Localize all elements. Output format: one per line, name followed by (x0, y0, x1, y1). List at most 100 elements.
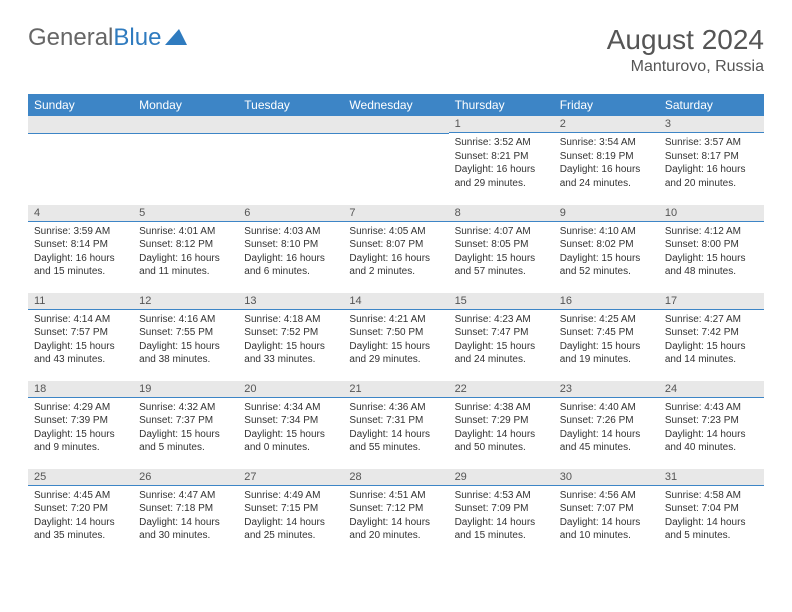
day-details: Sunrise: 4:38 AMSunset: 7:29 PMDaylight:… (449, 398, 554, 458)
calendar-day-cell: 20Sunrise: 4:34 AMSunset: 7:34 PMDayligh… (238, 380, 343, 468)
day-details: Sunrise: 3:52 AMSunset: 8:21 PMDaylight:… (449, 133, 554, 193)
logo-icon (165, 24, 187, 52)
day-number: 3 (659, 116, 764, 133)
calendar-week-row: 25Sunrise: 4:45 AMSunset: 7:20 PMDayligh… (28, 468, 764, 556)
calendar-week-row: 18Sunrise: 4:29 AMSunset: 7:39 PMDayligh… (28, 380, 764, 468)
day-details: Sunrise: 4:25 AMSunset: 7:45 PMDaylight:… (554, 310, 659, 370)
day-details: Sunrise: 4:56 AMSunset: 7:07 PMDaylight:… (554, 486, 659, 546)
calendar-day-cell: 12Sunrise: 4:16 AMSunset: 7:55 PMDayligh… (133, 292, 238, 380)
day-number: 22 (449, 381, 554, 398)
day-details: Sunrise: 4:49 AMSunset: 7:15 PMDaylight:… (238, 486, 343, 546)
day-number: 5 (133, 205, 238, 222)
calendar-day-cell: 1Sunrise: 3:52 AMSunset: 8:21 PMDaylight… (449, 116, 554, 204)
calendar-day-cell: 11Sunrise: 4:14 AMSunset: 7:57 PMDayligh… (28, 292, 133, 380)
calendar-day-cell: 22Sunrise: 4:38 AMSunset: 7:29 PMDayligh… (449, 380, 554, 468)
day-details: Sunrise: 4:27 AMSunset: 7:42 PMDaylight:… (659, 310, 764, 370)
calendar-week-row: 11Sunrise: 4:14 AMSunset: 7:57 PMDayligh… (28, 292, 764, 380)
calendar-day-cell: 29Sunrise: 4:53 AMSunset: 7:09 PMDayligh… (449, 468, 554, 556)
weekday-header: Saturday (659, 94, 764, 116)
calendar-day-cell: 19Sunrise: 4:32 AMSunset: 7:37 PMDayligh… (133, 380, 238, 468)
day-number: 1 (449, 116, 554, 133)
calendar-day-cell: 4Sunrise: 3:59 AMSunset: 8:14 PMDaylight… (28, 204, 133, 292)
calendar-day-cell: 15Sunrise: 4:23 AMSunset: 7:47 PMDayligh… (449, 292, 554, 380)
day-details: Sunrise: 4:07 AMSunset: 8:05 PMDaylight:… (449, 222, 554, 282)
day-number: 15 (449, 293, 554, 310)
day-number: 24 (659, 381, 764, 398)
day-details: Sunrise: 4:16 AMSunset: 7:55 PMDaylight:… (133, 310, 238, 370)
day-details: Sunrise: 4:32 AMSunset: 7:37 PMDaylight:… (133, 398, 238, 458)
day-number: 19 (133, 381, 238, 398)
calendar-week-row: 4Sunrise: 3:59 AMSunset: 8:14 PMDaylight… (28, 204, 764, 292)
day-number: 17 (659, 293, 764, 310)
day-number: 20 (238, 381, 343, 398)
calendar-day-cell: 17Sunrise: 4:27 AMSunset: 7:42 PMDayligh… (659, 292, 764, 380)
day-number: 28 (343, 469, 448, 486)
day-number-empty (133, 116, 238, 134)
weekday-header: Sunday (28, 94, 133, 116)
calendar-day-cell (133, 116, 238, 204)
calendar-header-row: SundayMondayTuesdayWednesdayThursdayFrid… (28, 94, 764, 116)
calendar-day-cell: 21Sunrise: 4:36 AMSunset: 7:31 PMDayligh… (343, 380, 448, 468)
location: Manturovo, Russia (607, 58, 764, 76)
day-details: Sunrise: 4:21 AMSunset: 7:50 PMDaylight:… (343, 310, 448, 370)
calendar-day-cell: 30Sunrise: 4:56 AMSunset: 7:07 PMDayligh… (554, 468, 659, 556)
day-number: 8 (449, 205, 554, 222)
header: General Blue August 2024 Manturovo, Russ… (28, 24, 764, 76)
day-number: 9 (554, 205, 659, 222)
calendar-day-cell: 31Sunrise: 4:58 AMSunset: 7:04 PMDayligh… (659, 468, 764, 556)
calendar-day-cell: 14Sunrise: 4:21 AMSunset: 7:50 PMDayligh… (343, 292, 448, 380)
day-number: 27 (238, 469, 343, 486)
weekday-header: Monday (133, 94, 238, 116)
day-details: Sunrise: 4:29 AMSunset: 7:39 PMDaylight:… (28, 398, 133, 458)
day-details: Sunrise: 4:58 AMSunset: 7:04 PMDaylight:… (659, 486, 764, 546)
calendar-day-cell: 2Sunrise: 3:54 AMSunset: 8:19 PMDaylight… (554, 116, 659, 204)
weekday-header: Friday (554, 94, 659, 116)
calendar-day-cell (238, 116, 343, 204)
calendar-week-row: 1Sunrise: 3:52 AMSunset: 8:21 PMDaylight… (28, 116, 764, 204)
calendar-day-cell: 8Sunrise: 4:07 AMSunset: 8:05 PMDaylight… (449, 204, 554, 292)
logo: General Blue (28, 24, 187, 52)
day-number: 16 (554, 293, 659, 310)
calendar-day-cell: 27Sunrise: 4:49 AMSunset: 7:15 PMDayligh… (238, 468, 343, 556)
calendar-day-cell: 7Sunrise: 4:05 AMSunset: 8:07 PMDaylight… (343, 204, 448, 292)
day-details: Sunrise: 4:47 AMSunset: 7:18 PMDaylight:… (133, 486, 238, 546)
day-number: 12 (133, 293, 238, 310)
day-number: 7 (343, 205, 448, 222)
logo-text-general: General (28, 24, 113, 52)
day-details: Sunrise: 4:51 AMSunset: 7:12 PMDaylight:… (343, 486, 448, 546)
day-number: 13 (238, 293, 343, 310)
day-details: Sunrise: 3:57 AMSunset: 8:17 PMDaylight:… (659, 133, 764, 193)
calendar-day-cell: 26Sunrise: 4:47 AMSunset: 7:18 PMDayligh… (133, 468, 238, 556)
month-title: August 2024 (607, 24, 764, 56)
calendar-day-cell (28, 116, 133, 204)
calendar-table: SundayMondayTuesdayWednesdayThursdayFrid… (28, 94, 764, 557)
day-details: Sunrise: 4:18 AMSunset: 7:52 PMDaylight:… (238, 310, 343, 370)
calendar-body: 1Sunrise: 3:52 AMSunset: 8:21 PMDaylight… (28, 116, 764, 556)
day-details: Sunrise: 4:05 AMSunset: 8:07 PMDaylight:… (343, 222, 448, 282)
day-number-empty (343, 116, 448, 134)
calendar-day-cell: 24Sunrise: 4:43 AMSunset: 7:23 PMDayligh… (659, 380, 764, 468)
day-number: 18 (28, 381, 133, 398)
calendar-day-cell: 28Sunrise: 4:51 AMSunset: 7:12 PMDayligh… (343, 468, 448, 556)
day-number: 14 (343, 293, 448, 310)
day-details: Sunrise: 4:01 AMSunset: 8:12 PMDaylight:… (133, 222, 238, 282)
logo-text-blue: Blue (113, 24, 161, 52)
calendar-day-cell: 6Sunrise: 4:03 AMSunset: 8:10 PMDaylight… (238, 204, 343, 292)
day-details: Sunrise: 4:10 AMSunset: 8:02 PMDaylight:… (554, 222, 659, 282)
day-number-empty (28, 116, 133, 134)
day-details: Sunrise: 4:53 AMSunset: 7:09 PMDaylight:… (449, 486, 554, 546)
day-number: 10 (659, 205, 764, 222)
day-number: 4 (28, 205, 133, 222)
title-block: August 2024 Manturovo, Russia (607, 24, 764, 76)
day-details: Sunrise: 3:54 AMSunset: 8:19 PMDaylight:… (554, 133, 659, 193)
day-details: Sunrise: 4:36 AMSunset: 7:31 PMDaylight:… (343, 398, 448, 458)
day-number: 29 (449, 469, 554, 486)
calendar-day-cell: 25Sunrise: 4:45 AMSunset: 7:20 PMDayligh… (28, 468, 133, 556)
day-details: Sunrise: 3:59 AMSunset: 8:14 PMDaylight:… (28, 222, 133, 282)
weekday-header: Thursday (449, 94, 554, 116)
day-details: Sunrise: 4:14 AMSunset: 7:57 PMDaylight:… (28, 310, 133, 370)
calendar-day-cell: 18Sunrise: 4:29 AMSunset: 7:39 PMDayligh… (28, 380, 133, 468)
day-details: Sunrise: 4:45 AMSunset: 7:20 PMDaylight:… (28, 486, 133, 546)
weekday-header: Tuesday (238, 94, 343, 116)
day-number: 21 (343, 381, 448, 398)
